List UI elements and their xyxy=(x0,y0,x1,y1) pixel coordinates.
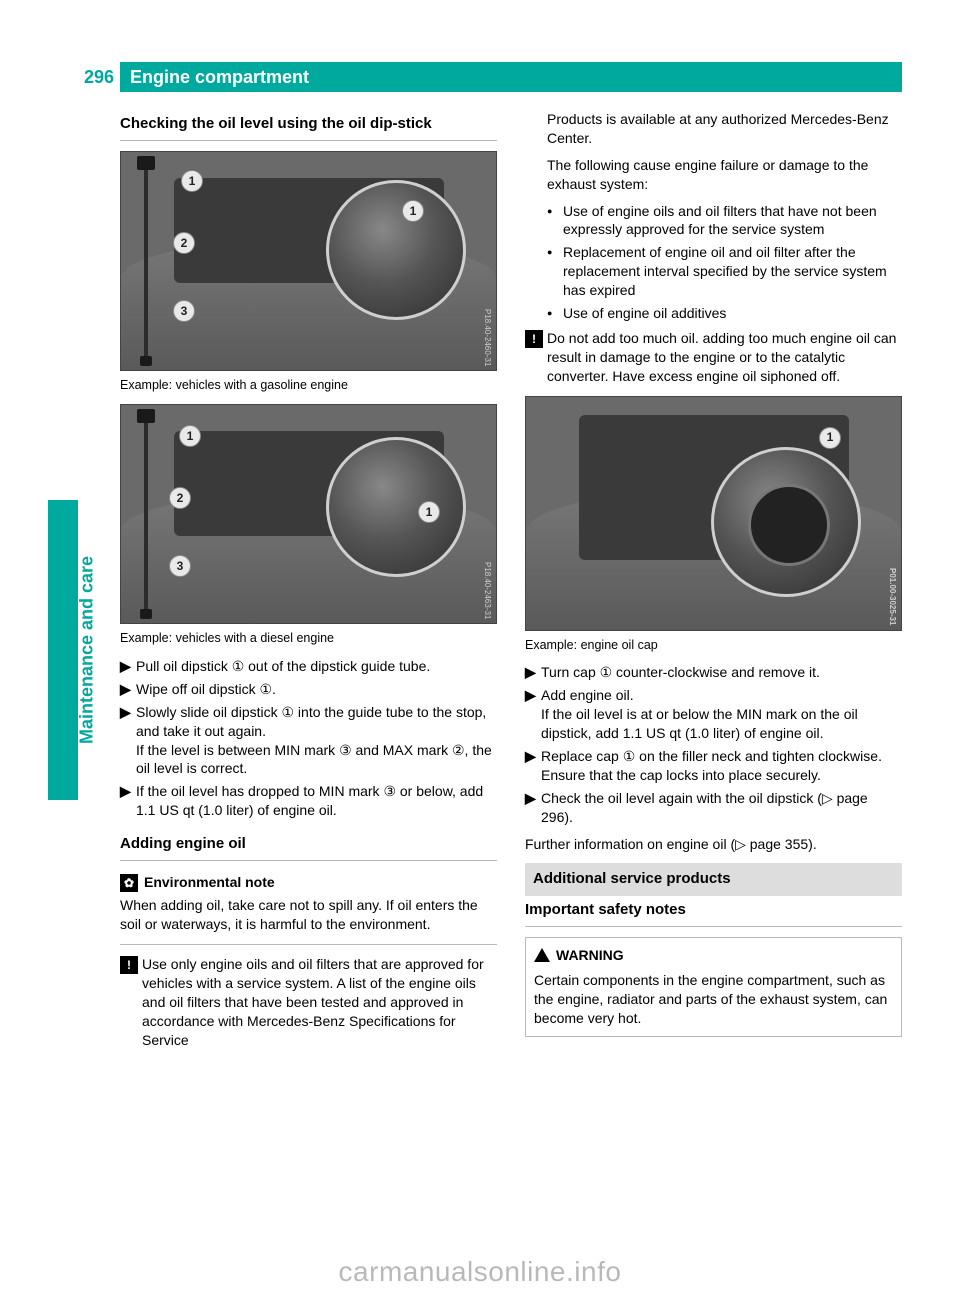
note-body: When adding oil, take care not to spill … xyxy=(120,896,497,934)
bullet-item: ● Replacement of engine oil and oil filt… xyxy=(525,243,902,300)
step-arrow-icon: ▶ xyxy=(120,782,136,820)
note-title: ✿ Environmental note xyxy=(120,873,497,892)
bullet-text: Use of engine oil additives xyxy=(563,304,902,323)
bullet-icon: ● xyxy=(547,202,563,240)
step-item: ▶ Replace cap ① on the filler neck and t… xyxy=(525,747,902,785)
zoom-lens xyxy=(326,180,466,320)
figure-oil-cap: 1 P01.00-3025-31 xyxy=(525,396,902,631)
rule xyxy=(120,944,497,945)
callout-1: 1 xyxy=(819,427,841,449)
step-arrow-icon: ▶ xyxy=(525,663,541,682)
rule xyxy=(120,860,497,861)
step-item: ▶ Check the oil level again with the oil… xyxy=(525,789,902,827)
paragraph: Further information on engine oil (▷ pag… xyxy=(525,835,902,854)
step-text: Add engine oil. If the oil level is at o… xyxy=(541,686,902,743)
caution-text: Do not add too much oil. adding too much… xyxy=(541,329,902,386)
side-label: Maintenance and care xyxy=(72,500,102,800)
note-title-text: Environmental note xyxy=(144,873,275,892)
step-item: ▶ Add engine oil. If the oil level is at… xyxy=(525,686,902,743)
zoom-lens xyxy=(326,437,466,577)
figure-code: P01.00-3025-31 xyxy=(886,568,897,625)
step-item: ▶ If the oil level has dropped to MIN ma… xyxy=(120,782,497,820)
callout-1: 1 xyxy=(179,425,201,447)
page-number: 296 xyxy=(72,62,120,92)
warning-triangle-icon xyxy=(534,948,550,962)
header-bar: Engine compartment xyxy=(120,62,902,92)
header-title: Engine compartment xyxy=(120,67,309,88)
bullet-text: Use of engine oils and oil filters that … xyxy=(563,202,902,240)
step-arrow-icon: ▶ xyxy=(120,703,136,779)
step-text: Pull oil dipstick ① out of the dipstick … xyxy=(136,657,497,676)
caution-note: ! Use only engine oils and oil filters t… xyxy=(120,955,497,1049)
step-item: ▶ Wipe off oil dipstick ①. xyxy=(120,680,497,699)
heading-check-oil: Checking the oil level using the oil dip… xyxy=(120,114,497,134)
callout-1b: 1 xyxy=(418,501,440,523)
content-columns: Checking the oil level using the oil dip… xyxy=(120,110,902,1252)
figure-gasoline-engine: 1 2 3 1 P18.40-2460-31 xyxy=(120,151,497,371)
step-text: Turn cap ① counter-clockwise and remove … xyxy=(541,663,902,682)
warning-box: WARNING Certain components in the engine… xyxy=(525,937,902,1037)
figure-caption-oilcap: Example: engine oil cap xyxy=(525,637,902,654)
bullet-icon: ● xyxy=(547,304,563,323)
step-item: ▶ Turn cap ① counter-clockwise and remov… xyxy=(525,663,902,682)
step-arrow-icon: ▶ xyxy=(525,686,541,743)
warning-label: WARNING xyxy=(556,946,624,965)
warning-body: Certain components in the engine compart… xyxy=(534,971,893,1028)
dipstick-illustration xyxy=(129,411,163,617)
step-text: Wipe off oil dipstick ①. xyxy=(136,680,497,699)
exclamation-icon: ! xyxy=(120,955,136,1049)
rule xyxy=(120,140,497,141)
step-arrow-icon: ▶ xyxy=(120,657,136,676)
paragraph: Products is available at any authorized … xyxy=(525,110,902,148)
paragraph: The following cause engine failure or da… xyxy=(525,156,902,194)
figure-code: P18.40-2463-31 xyxy=(481,562,492,619)
bullet-icon: ● xyxy=(547,243,563,300)
step-arrow-icon: ▶ xyxy=(120,680,136,699)
bullet-item: ● Use of engine oils and oil filters tha… xyxy=(525,202,902,240)
left-column: Checking the oil level using the oil dip… xyxy=(120,110,497,1252)
step-item: ▶ Pull oil dipstick ① out of the dipstic… xyxy=(120,657,497,676)
exclamation-icon: ! xyxy=(525,329,541,386)
figure-code: P18.40-2460-31 xyxy=(481,309,492,366)
rule xyxy=(525,926,902,927)
watermark: carmanualsonline.info xyxy=(0,1256,960,1288)
step-arrow-icon: ▶ xyxy=(525,789,541,827)
environmental-note: ✿ Environmental note When adding oil, ta… xyxy=(120,873,497,934)
environment-icon: ✿ xyxy=(120,874,138,892)
bullet-text: Replacement of engine oil and oil filter… xyxy=(563,243,902,300)
warning-title: WARNING xyxy=(534,946,893,965)
figure-caption-gasoline: Example: vehicles with a gasoline engine xyxy=(120,377,497,394)
step-text: Replace cap ① on the filler neck and tig… xyxy=(541,747,902,785)
zoom-lens xyxy=(711,447,861,597)
step-text: If the oil level has dropped to MIN mark… xyxy=(136,782,497,820)
heading-safety-notes: Important safety notes xyxy=(525,900,902,920)
dipstick-illustration xyxy=(129,158,163,364)
step-item: ▶ Slowly slide oil dipstick ① into the g… xyxy=(120,703,497,779)
section-bar: Additional service products xyxy=(525,863,902,895)
step-text: Check the oil level again with the oil d… xyxy=(541,789,902,827)
step-text: Slowly slide oil dipstick ① into the gui… xyxy=(136,703,497,779)
right-column: Products is available at any authorized … xyxy=(525,110,902,1252)
manual-page: 296 Engine compartment Maintenance and c… xyxy=(0,0,960,1302)
callout-2: 2 xyxy=(169,487,191,509)
caution-text: Use only engine oils and oil filters tha… xyxy=(136,955,497,1049)
callout-3: 3 xyxy=(169,555,191,577)
step-arrow-icon: ▶ xyxy=(525,747,541,785)
caution-note: ! Do not add too much oil. adding too mu… xyxy=(525,329,902,386)
bullet-item: ● Use of engine oil additives xyxy=(525,304,902,323)
figure-diesel-engine: 1 2 3 1 P18.40-2463-31 xyxy=(120,404,497,624)
heading-adding-oil: Adding engine oil xyxy=(120,834,497,854)
figure-caption-diesel: Example: vehicles with a diesel engine xyxy=(120,630,497,647)
